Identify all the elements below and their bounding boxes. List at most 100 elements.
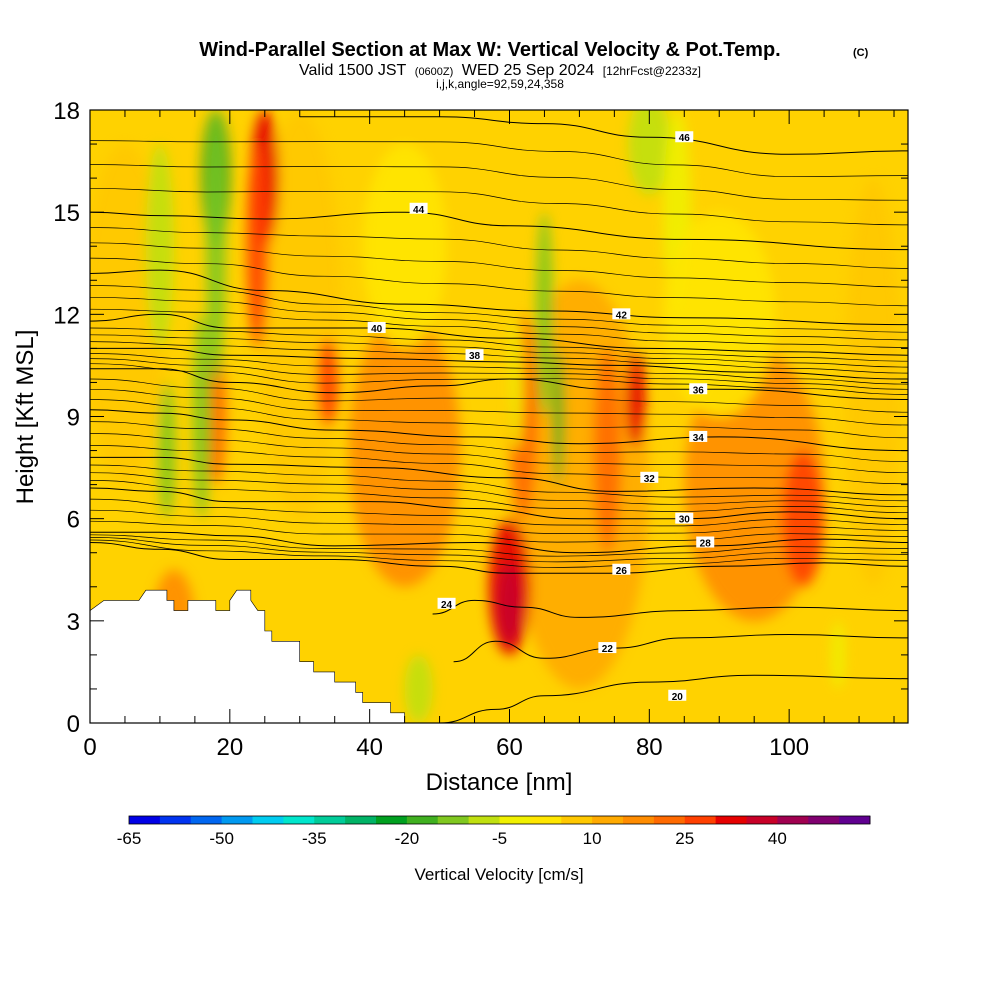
y-tick-label: 6	[67, 507, 80, 534]
theta-contour-minor	[90, 164, 908, 201]
velocity-cell	[536, 212, 553, 417]
theta-contour-minor	[90, 187, 908, 226]
theta-label-bg	[689, 430, 708, 442]
plot-area: 20 22 24 26 28 30 32 34 36 38 40 42 44 46	[90, 110, 908, 723]
colorbar-swatch	[406, 816, 439, 824]
x-tick-label: 60	[496, 734, 523, 761]
theta-label-46: 46	[679, 133, 691, 144]
theta-label-bg	[437, 597, 456, 609]
theta-label-bg	[668, 689, 687, 701]
colorbar-swatch	[468, 816, 500, 824]
theta-label-bg	[675, 131, 694, 143]
velocity-cell	[206, 110, 226, 383]
colorbar-swatch	[376, 816, 408, 824]
theta-contour-minor	[90, 327, 908, 362]
colorbar-tick-label: 40	[768, 829, 787, 848]
colorbar-swatch	[252, 816, 284, 824]
theta-contour-labels: 20 22 24 26 28 30 32 34 36 38 40 42 44 46	[90, 131, 715, 723]
theta-contour-44	[90, 211, 908, 251]
colorbar-swatch	[283, 816, 315, 824]
theta-label-20: 20	[672, 692, 684, 703]
subtitle-date: WED 25 Sep 2024	[462, 62, 595, 79]
theta-label-22: 22	[602, 644, 614, 655]
velocity-cell	[509, 314, 524, 451]
theta-contour-26	[90, 542, 908, 574]
theta-label-bg	[675, 512, 694, 524]
theta-contour-22	[453, 633, 908, 663]
velocity-cell	[362, 144, 447, 349]
colorbar-swatch	[715, 816, 747, 824]
theta-label-bg	[409, 202, 428, 214]
y-tick-label: 3	[67, 609, 80, 636]
colorbar-frame	[128, 815, 871, 825]
theta-contour-minor	[90, 480, 908, 514]
theta-label-26: 26	[616, 566, 628, 577]
theta-contour-minor	[90, 539, 908, 568]
colorbar-tick-label: 10	[583, 829, 602, 848]
velocity-cell	[845, 178, 902, 587]
theta-contour-minor	[90, 341, 908, 374]
theta-contour-minor	[90, 363, 908, 395]
colorbar-swatch	[592, 816, 624, 824]
theta-label-34: 34	[693, 433, 705, 444]
colorbar-swatch	[314, 816, 346, 824]
velocity-cell	[831, 620, 846, 689]
theta-label-44: 44	[413, 205, 425, 216]
theta-contour-minor	[90, 498, 908, 527]
colorbar-swatch	[561, 816, 593, 824]
velocity-cell	[628, 110, 671, 196]
colorbar-swatch	[499, 816, 531, 824]
theta-contour-minor	[90, 257, 908, 307]
chart-title-mark: (C)	[853, 47, 869, 59]
subtitle-utc: (0600Z)	[415, 66, 454, 78]
colorbar-tick-label: -20	[395, 829, 420, 848]
theta-contour-minor	[90, 445, 908, 485]
theta-label-bg	[696, 536, 715, 548]
theta-contour-minor	[90, 509, 908, 534]
colorbar-swatch	[437, 816, 470, 824]
theta-contour-minor	[90, 421, 908, 462]
subtitle-valid: Valid 1500 JST	[299, 62, 407, 79]
theta-contour-24	[432, 599, 908, 618]
theta-contour-42	[90, 269, 908, 326]
theta-contour-minor	[90, 308, 908, 348]
theta-contour-minor	[90, 296, 908, 341]
theta-contour-minor	[90, 353, 908, 385]
colorbar-swatch	[777, 816, 809, 824]
theta-label-42: 42	[616, 310, 628, 321]
colorbar-swatch	[159, 816, 192, 824]
velocity-cell	[663, 212, 776, 417]
theta-label-bg	[612, 563, 631, 575]
velocity-cell	[625, 351, 646, 448]
colorbar-swatch	[623, 816, 655, 824]
theta-label-38: 38	[469, 351, 481, 362]
theta-label-bg	[367, 321, 386, 333]
colorbar-tick-label: 25	[675, 829, 694, 848]
colorbar-swatch	[684, 816, 717, 824]
theta-contour-30	[90, 487, 908, 520]
x-tick-label: 0	[83, 734, 96, 761]
velocity-cell	[593, 348, 622, 553]
velocity-cell	[552, 348, 565, 485]
y-tick-label: 9	[67, 405, 80, 432]
theta-contours	[90, 116, 908, 723]
colorbar-swatch	[808, 816, 840, 824]
theta-contour-minor	[90, 140, 908, 178]
colorbar-swatch	[746, 816, 778, 824]
theta-contour-32	[90, 456, 908, 496]
theta-contour-minor	[90, 227, 908, 269]
theta-contour-minor	[90, 334, 908, 368]
colorbar-swatch	[839, 816, 871, 824]
theta-label-32: 32	[644, 474, 656, 485]
theta-label-24: 24	[441, 600, 453, 611]
x-tick-label: 80	[636, 734, 663, 761]
colorbar-label: Vertical Velocity [cm/s]	[414, 865, 583, 884]
theta-contour-minor	[90, 534, 908, 557]
theta-contour-34	[90, 409, 908, 452]
theta-contour-minor	[90, 537, 908, 563]
theta-contour-minor	[90, 378, 908, 413]
chart-title: Wind-Parallel Section at Max W: Vertical…	[199, 39, 780, 61]
terrain-outline	[90, 589, 426, 723]
y-tick-label: 0	[67, 711, 80, 738]
